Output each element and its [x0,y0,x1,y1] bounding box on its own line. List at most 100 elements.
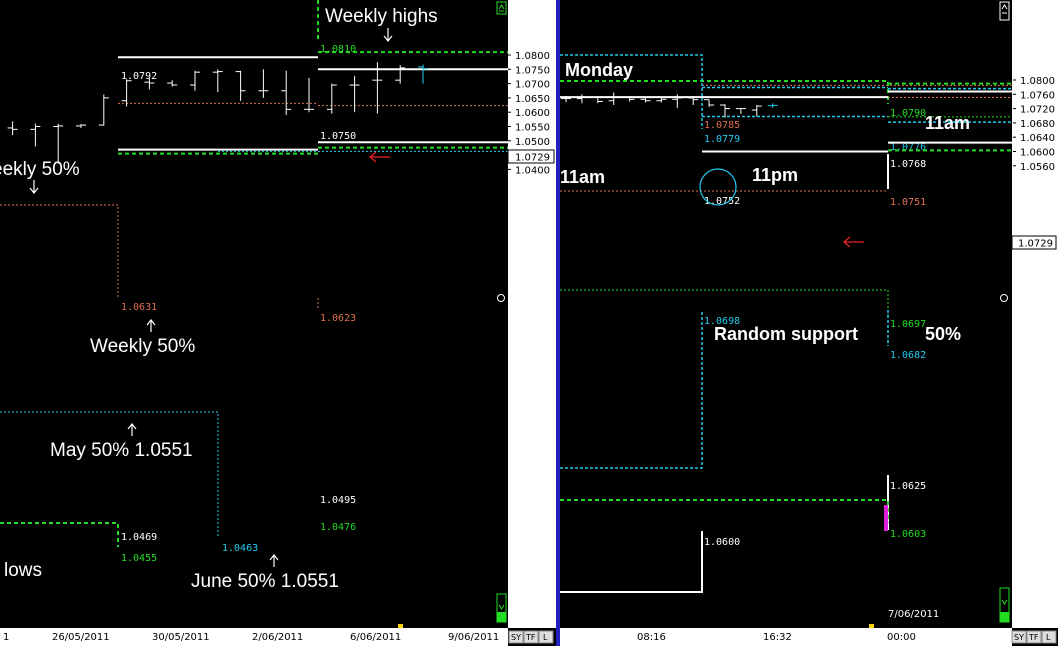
left-x-tick-label: 26/05/2011 [52,632,110,643]
left-price-arrow-icon [369,151,390,163]
left-ohlc-bar [281,70,292,116]
right-level-label-1.0625: 1.0625 [890,481,926,492]
right-ohlc-bar [561,96,571,103]
right-level-connector-1.0698 [560,310,703,469]
left-level-label-1.0792: 1.0792 [121,71,157,82]
right-y-tick-label: 1.0720 [1020,105,1055,116]
right-price-arrow-icon [843,236,864,248]
panel-divider[interactable] [556,0,560,646]
right-tf-label: TF [1028,633,1039,642]
left-level-label-1.0463: 1.0463 [222,543,258,554]
left-y-tick-label: 1.0800 [515,51,550,62]
left-handle-icon[interactable] [497,294,505,302]
right-sy-button[interactable] [1011,630,1027,644]
right-tf-button[interactable] [1026,630,1042,644]
right-level-label-1.0600: 1.0600 [704,537,740,548]
arrow-down-icon [29,180,39,194]
right-current-price: 1.0729 [1018,239,1053,250]
left-scroll-up-button[interactable] [496,1,507,15]
right-magenta-marker [884,505,888,531]
right-level-label-1.0698: 1.0698 [704,316,740,327]
left-ohlc-bar [30,123,41,147]
right-ohlc-bar [672,94,683,108]
left-price-panel: 1.0810 1.0792 1.0750 1.0631 1.0623 1.0495 1.04… [0,0,556,646]
right-level-label-1.0697: 1.0697 [890,319,926,330]
left-current-price-box [507,149,555,164]
annotation-weekly-50: Weekly 50% [90,336,195,357]
left-y-tick-label: 1.0400 [515,165,550,176]
left-level-label-1.0623: 1.0623 [320,313,356,324]
left-y-tick-label: 1.0550 [515,123,550,134]
right-y-tick-label: 1.0600 [1020,148,1055,159]
left-time-marker [398,624,403,628]
left-ohlc-bar [144,78,155,90]
right-y-tick-label: 1.0760 [1020,90,1055,101]
left-ohlc-bar [121,79,132,107]
arrow-up-icon [127,423,137,436]
left-y-tick-label: 1.0600 [515,108,550,119]
left-x-tick-label: 1 [3,632,9,643]
right-level-label-1.0751: 1.0751 [890,197,926,208]
annotation-may-50: May 50% 1.0551 [50,440,193,461]
left-scroll-down-icon [498,604,505,610]
left-sy-label: SY [511,633,521,642]
right-ohlc-bar [735,108,746,114]
left-ohlc-bar [418,64,428,84]
left-ohlc-bar [235,70,246,101]
left-levels-layer: 1.0810 1.0792 1.0750 1.0631 1.0623 1.0495 1.04… [0,0,508,564]
right-scroll-up-button[interactable] [999,1,1010,21]
left-ohlc-bar [349,75,360,113]
left-level-label-1.0810: 1.0810 [320,44,356,55]
right-ohlc-bar [767,103,778,108]
annotation-11pm: 11pm [752,165,798,185]
right-x-tick-label: 00:00 [887,632,916,643]
annotation-weekly-highs: Weekly highs [325,6,438,27]
left-scroll-thumb[interactable] [497,612,506,622]
left-y-tick-label: 1.0500 [515,137,550,148]
right-time-marker [869,624,874,628]
left-level-connector-1.0631 [0,204,119,298]
right-axis-buttons: SY TF L [1011,630,1057,644]
annotation-11am-right: 11am [925,113,970,133]
right-x-axis [560,628,1012,646]
annotation-lows: lows [4,560,42,581]
right-level-label-1.0779: 1.0779 [704,134,740,145]
left-level-label-1.0476: 1.0476 [320,522,356,533]
right-x-tick-label: 08:16 [637,632,666,643]
left-level-label-1.0455: 1.0455 [121,553,157,564]
left-level-label-1.0469: 1.0469 [121,532,157,543]
left-l-button[interactable] [538,630,554,644]
left-axis-buttons: SY TF L [508,630,554,644]
arrow-up-icon [146,319,156,332]
left-ohlc-bar [212,69,223,93]
left-level-label-1.0631: 1.0631 [121,302,157,313]
left-l-label: L [543,633,548,642]
right-ohlc-bar [624,96,635,102]
left-tf-button[interactable] [523,630,539,644]
right-level-label-1.0603: 1.0603 [890,529,926,540]
left-sy-button[interactable] [508,630,524,644]
left-ohlc-bar [7,121,18,136]
right-l-button[interactable] [1041,630,1057,644]
highlight-circle [699,168,737,206]
right-level-label-1.0776: 1.0776 [890,142,926,153]
right-y-tick-label: 1.0680 [1020,119,1055,130]
left-y-tick-label: 1.0750 [515,65,550,76]
right-ohlc-bar [656,97,667,103]
right-ohlc-bar [608,92,619,106]
right-scroll-down-icon [1001,599,1008,605]
left-x-tick-label: 30/05/2011 [152,632,210,643]
right-level-label-1.0768: 1.0768 [890,159,926,170]
right-level-connector-1.0697 [560,289,889,315]
left-ohlc-bar [53,123,64,164]
left-y-axis [508,0,556,628]
right-scroll-thumb[interactable] [1000,612,1009,622]
left-x-tick-label: 6/06/2011 [350,632,401,643]
right-level-connector-1.0779 [560,54,703,129]
right-handle-icon[interactable] [1000,294,1008,302]
arrow-down-icon [383,28,393,42]
right-ohlc-bar [688,96,699,106]
left-ohlc-bar [98,94,109,126]
left-level-label-1.0750: 1.0750 [320,131,356,142]
right-x-tick-label: 16:32 [763,632,792,643]
